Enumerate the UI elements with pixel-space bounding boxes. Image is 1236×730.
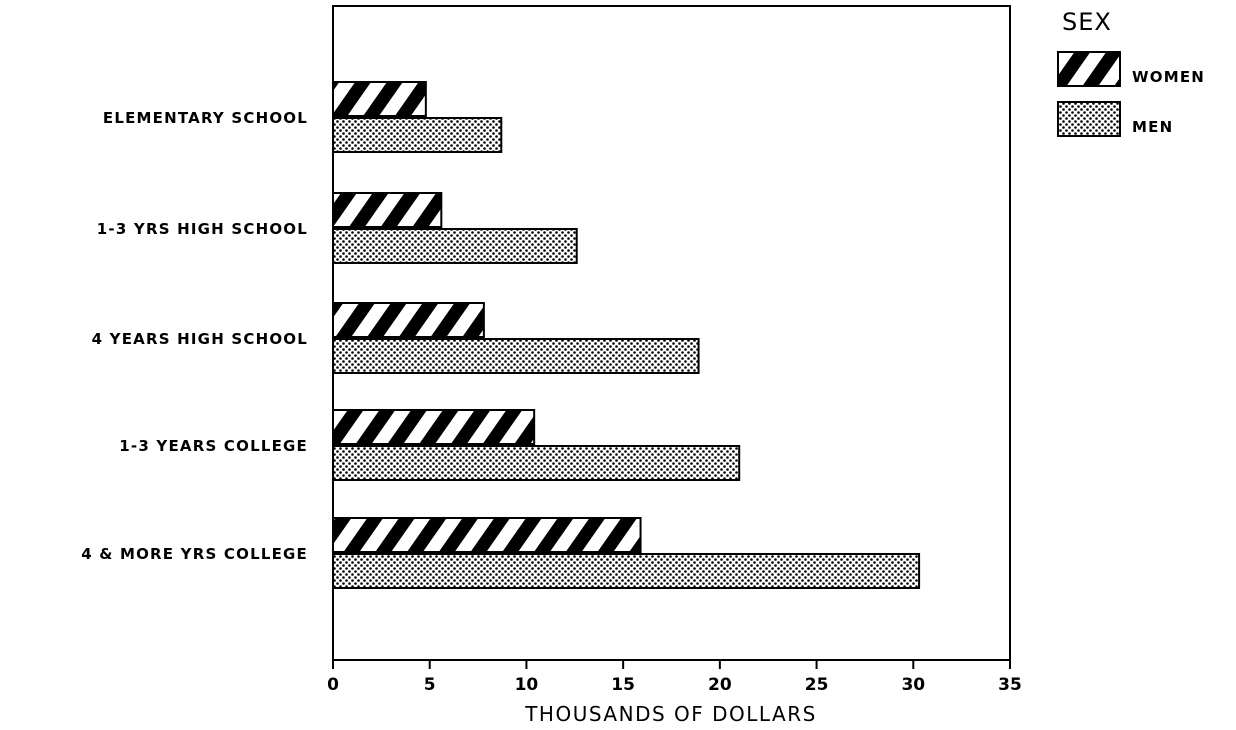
legend-swatch-women	[1057, 51, 1121, 87]
bar-women	[332, 409, 536, 445]
bar-women	[332, 192, 443, 228]
bar-men	[332, 228, 578, 264]
category-label: 4 YEARS HIGH SCHOOL	[92, 330, 308, 348]
x-tick-label: 25	[805, 675, 829, 695]
x-tick-label: 0	[327, 675, 339, 695]
bar-men	[332, 338, 700, 374]
x-tick-label: 30	[901, 675, 925, 695]
legend: SEX WOMEN MEN	[1057, 8, 1205, 137]
x-tick-label: 15	[611, 675, 635, 695]
legend-title: SEX	[1062, 8, 1112, 36]
bar-men	[332, 553, 921, 589]
legend-label-men: MEN	[1132, 118, 1173, 136]
bar-women	[332, 517, 642, 553]
bar-men	[332, 445, 741, 481]
x-axis: 0 5 10 15 20 25 30 35	[327, 660, 1022, 695]
bar-men	[332, 117, 503, 153]
category-label: 4 & MORE YRS COLLEGE	[81, 545, 308, 563]
category-label: ELEMENTARY SCHOOL	[103, 109, 308, 127]
category-label: 1-3 YRS HIGH SCHOOL	[97, 220, 308, 238]
x-axis-title: THOUSANDS OF DOLLARS	[524, 702, 817, 726]
category-labels: ELEMENTARY SCHOOL 1-3 YRS HIGH SCHOOL 4 YE…	[81, 109, 308, 563]
x-tick-label: 10	[515, 675, 539, 695]
bar-women	[332, 302, 485, 338]
x-tick-label: 35	[998, 675, 1022, 695]
bars	[332, 81, 921, 589]
bar-women	[332, 81, 427, 117]
x-tick-label: 5	[424, 675, 436, 695]
legend-swatch-men	[1057, 101, 1121, 137]
x-tick-label: 20	[708, 675, 732, 695]
legend-label-women: WOMEN	[1132, 68, 1205, 86]
category-label: 1-3 YEARS COLLEGE	[119, 437, 308, 455]
